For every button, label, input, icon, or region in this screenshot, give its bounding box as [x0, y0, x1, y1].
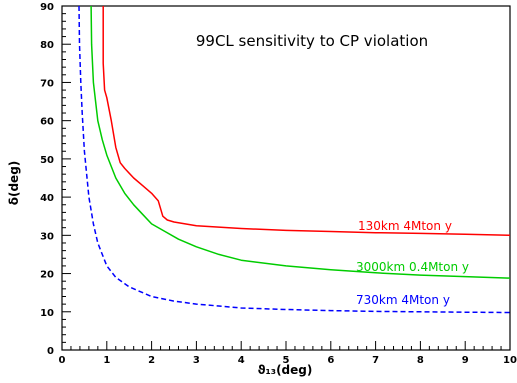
- y-tick-label: 90: [40, 2, 54, 13]
- y-axis-label: δ(deg): [7, 161, 21, 206]
- x-tick-label: 6: [327, 355, 334, 366]
- y-tick-label: 70: [40, 78, 54, 89]
- series-labels: 130km 4Mton y 3000km 0.4Mton y 730km 4Mton…: [356, 219, 469, 307]
- x-tick-label: 1: [103, 355, 110, 366]
- series-label-1: 130km 4Mton y: [358, 219, 452, 233]
- axes: 0 1 2 3 4 5 6 7 8 9 10 0 10 20 30 40 50 60 70 80 90: [40, 2, 517, 366]
- y-tick-label: 60: [40, 117, 54, 128]
- series-line-1: [102, 6, 511, 237]
- x-tick-label: 8: [417, 355, 424, 366]
- x-tick-label: 7: [372, 355, 379, 366]
- y-tick-label: 20: [40, 270, 54, 281]
- x-tick-label: 3: [193, 355, 200, 366]
- x-tick-label: 2: [148, 355, 155, 366]
- x-tick-label: 4: [238, 355, 245, 366]
- series-label-2: 3000km 0.4Mton y: [356, 260, 469, 274]
- x-tick-label: 10: [503, 355, 517, 366]
- y-tick-label: 10: [40, 308, 54, 319]
- y-tick-label: 40: [40, 193, 54, 204]
- series-label-3: 730km 4Mton y: [356, 293, 450, 307]
- series-line-3: [78, 5, 511, 314]
- series-line-2: [90, 5, 511, 279]
- x-tick-label: 5: [283, 355, 290, 366]
- y-tick-label: 50: [40, 155, 54, 166]
- y-tick-label: 30: [40, 231, 54, 242]
- x-tick-label: 9: [462, 355, 469, 366]
- y-tick-label: 0: [47, 346, 54, 357]
- y-tick-label: 80: [40, 40, 54, 51]
- x-tick-label: 0: [59, 355, 66, 366]
- chart-title: 99CL sensitivity to CP violation: [196, 32, 428, 50]
- x-axis-label: ϑ₁₃(deg): [258, 363, 313, 377]
- plot-series: [78, 5, 511, 314]
